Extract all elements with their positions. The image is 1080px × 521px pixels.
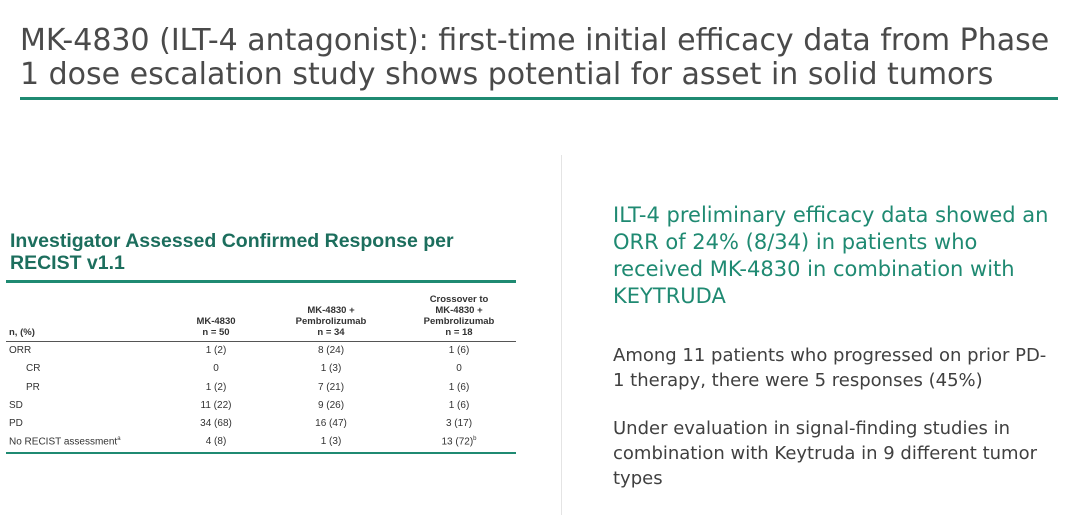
- cell: 1 (3): [320, 363, 342, 375]
- pd1-responses-text: Among 11 patients who progressed on prio…: [613, 345, 1047, 391]
- table-header-row: n, (%) MK-4830 n = 50 MK-4830 + Pembroli…: [6, 283, 516, 341]
- column-header-line: Pembrolizumab: [423, 316, 495, 327]
- row-label: CR: [26, 363, 41, 375]
- evaluation-text: Under evaluation in signal-finding studi…: [613, 418, 1037, 489]
- response-table: n, (%) MK-4830 n = 50 MK-4830 + Pembroli…: [6, 280, 516, 454]
- title-underline: [20, 97, 1058, 100]
- cell: 1 (6): [448, 345, 470, 356]
- cell: 3 (17): [445, 418, 473, 430]
- cell: 11 (22): [200, 399, 232, 411]
- column-header-line: n = 18: [445, 327, 473, 338]
- row-label: No RECIST assessment: [9, 436, 118, 448]
- cell: 1 (6): [448, 399, 470, 411]
- footnote-marker: b: [473, 436, 477, 443]
- cell: 7 (21): [317, 381, 345, 393]
- cell: 16 (47): [315, 418, 347, 430]
- slide-title: MK-4830 (ILT-4 antagonist): first-time i…: [20, 23, 1050, 92]
- table-heading: Investigator Assessed Confirmed Response…: [10, 230, 454, 274]
- column-header-line: Pembrolizumab: [295, 316, 367, 327]
- efficacy-callout: ILT-4 preliminary efficacy data showed a…: [613, 203, 1049, 308]
- table-row-pd: PD 34 (68) 16 (47) 3 (17): [6, 415, 516, 433]
- column-header-line: MK-4830: [196, 316, 236, 327]
- column-header-crossover: Crossover to MK-4830 + Pembrolizumab n =…: [404, 294, 514, 338]
- table-bottom-rule: [6, 451, 516, 454]
- cell: 8 (24): [317, 345, 345, 356]
- cell-with-footnote: 13 (72)b: [404, 436, 514, 447]
- table-row-sd: SD 11 (22) 9 (26) 1 (6): [6, 397, 516, 415]
- table-top-rule: [6, 280, 516, 283]
- table-row-orr: ORR 1 (2) 8 (24) 1 (6): [6, 342, 516, 360]
- column-header-line: Crossover to: [429, 294, 489, 305]
- column-header-line: n = 50: [202, 327, 230, 338]
- header-rule: [6, 341, 516, 342]
- cell: 34 (68): [200, 418, 232, 430]
- footnote-marker: a: [117, 436, 121, 443]
- cell: 0: [456, 363, 462, 375]
- row-label: SD: [9, 399, 23, 411]
- row-label-with-footnote: No RECIST assessmenta: [9, 436, 121, 447]
- row-label: ORR: [9, 345, 32, 356]
- cell: 1 (2): [205, 381, 227, 393]
- column-header-mk4830: MK-4830 n = 50: [171, 316, 261, 338]
- cell: 0: [213, 363, 219, 375]
- cell: 1 (6): [448, 381, 470, 393]
- cell: 4 (8): [205, 436, 227, 448]
- cell: 1 (3): [320, 436, 342, 448]
- row-label: PR: [26, 381, 40, 393]
- vertical-divider: [561, 155, 562, 515]
- column-header-combo: MK-4830 + Pembrolizumab n = 34: [276, 305, 386, 338]
- table-row-no-recist: No RECIST assessmenta 4 (8) 1 (3) 13 (72…: [6, 433, 516, 451]
- cell: 1 (2): [205, 345, 227, 356]
- column-header-line: MK-4830 +: [435, 305, 483, 316]
- cell: 9 (26): [317, 399, 345, 411]
- row-header-label: n, (%): [9, 327, 35, 338]
- table-row-cr: CR 0 1 (3) 0: [6, 360, 516, 378]
- row-label: PD: [9, 418, 23, 430]
- table-row-pr: PR 1 (2) 7 (21) 1 (6): [6, 379, 516, 397]
- column-header-line: n = 34: [317, 327, 345, 338]
- column-header-line: MK-4830 +: [307, 305, 355, 316]
- cell: 13 (72): [441, 436, 474, 448]
